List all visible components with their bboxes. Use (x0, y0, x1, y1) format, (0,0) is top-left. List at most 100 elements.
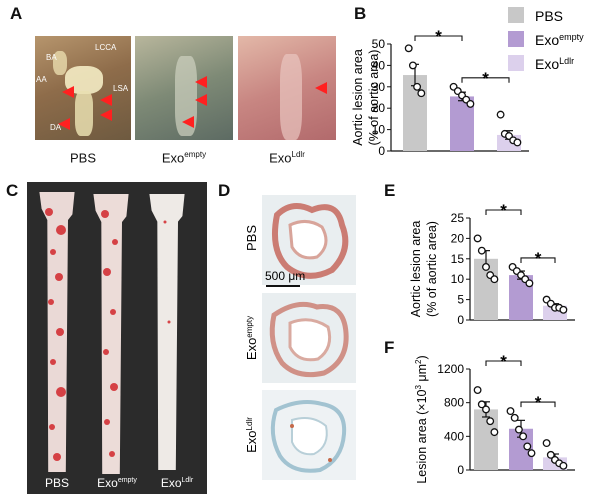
aorta-photo-exo-ldlr (238, 36, 336, 140)
red-arrow-icon (100, 109, 112, 121)
y-tick-label: 50 (372, 37, 386, 51)
data-point (490, 275, 499, 284)
histology-drawing (272, 203, 349, 279)
data-point (559, 461, 568, 470)
red-arrow-icon (62, 86, 74, 98)
significance-star: * (500, 201, 507, 220)
scale-bar-label: 500 μm (265, 269, 305, 283)
row-label-exo-ldlr: ExoLdlr (244, 417, 259, 453)
caption-c-exo-empty: Exoempty (87, 476, 147, 490)
red-arrow-icon (195, 94, 207, 106)
row-label-exo-empty: Exoempty (244, 316, 259, 360)
data-point (486, 417, 495, 426)
caption-a-exo-empty: Exoempty (161, 150, 207, 166)
en-face-aorta-photo (27, 182, 207, 494)
data-point (506, 407, 515, 416)
data-point (514, 425, 523, 434)
data-point (473, 386, 482, 394)
caption-c-exo-ldlr: ExoLdlr (147, 476, 207, 490)
y-tick-label: 20 (372, 101, 386, 115)
data-point (490, 428, 499, 437)
y-tick-label: 40 (372, 58, 386, 72)
data-point (473, 234, 482, 243)
panel-letter-a: A (10, 4, 23, 23)
y-tick-label: 10 (451, 272, 465, 286)
data-point (477, 246, 486, 255)
anatomy-label-da: DA (50, 123, 62, 132)
legend-item-exo-empty: Exoempty (508, 31, 584, 48)
y-axis-label: Aortic lesion area (409, 221, 423, 318)
anatomy-label-aa: AA (36, 75, 47, 84)
histology-section-exo-ldlr (262, 390, 356, 480)
red-arrow-icon (195, 76, 207, 88)
caption-a-exo-ldlr: ExoLdlr (269, 150, 305, 166)
red-arrow-icon (58, 118, 70, 130)
significance-star: * (500, 352, 507, 371)
data-point (482, 405, 490, 414)
significance-star: * (482, 69, 489, 88)
y-tick-label: 800 (444, 396, 464, 410)
data-point (513, 138, 522, 147)
y-tick-label: 0 (378, 144, 385, 158)
y-tick-label: 10 (372, 123, 386, 137)
row-label-pbs: PBS (244, 225, 259, 251)
significance-bracket (485, 209, 522, 215)
data-point (477, 400, 486, 409)
panel-letter-d: D (218, 181, 231, 200)
caption-c-pbs: PBS (27, 476, 87, 490)
data-point (542, 439, 551, 448)
data-point (519, 432, 528, 441)
significance-bracket (520, 257, 556, 263)
histology-section-pbs (262, 195, 356, 285)
legend-item-pbs: PBS (508, 7, 563, 24)
legend-swatch (508, 55, 524, 71)
significance-star: * (435, 27, 442, 46)
y-tick-label: 0 (457, 313, 464, 327)
legend-swatch (508, 7, 524, 23)
histology-drawing (269, 301, 349, 378)
legend-item-exo-ldlr: ExoLdlr (508, 55, 574, 72)
y-tick-label: 1200 (437, 362, 464, 376)
legend-label: ExoLdlr (535, 56, 574, 72)
y-axis-label: (% of aortic area) (367, 50, 381, 146)
data-point (404, 44, 413, 53)
caption-a-pbs: PBS (69, 150, 96, 166)
y-tick-label: 30 (372, 80, 386, 94)
data-point (559, 305, 568, 314)
anatomy-label-lcca: LCCA (95, 43, 117, 52)
panel-letter-c: C (6, 181, 19, 200)
significance-bracket (414, 35, 463, 41)
red-arrow-icon (315, 82, 327, 94)
y-tick-label: 15 (451, 252, 465, 266)
y-tick-label: 20 (451, 231, 465, 245)
data-point (510, 413, 519, 422)
significance-bracket (520, 401, 556, 408)
data-point (466, 99, 475, 108)
red-arrow-icon (100, 94, 112, 106)
legend-label: Exoempty (535, 32, 584, 48)
legend-swatch (508, 31, 524, 47)
y-axis-label: Aortic lesion area (351, 49, 365, 146)
data-point (482, 263, 490, 271)
lesion-spots (45, 208, 171, 461)
y-axis-label: Lesion area (×103 μm2) (414, 355, 429, 483)
y-tick-label: 0 (457, 463, 464, 477)
aorta-photo-pbs (35, 36, 131, 140)
anatomy-label-lsa: LSA (113, 84, 129, 93)
data-point (417, 89, 426, 98)
data-point (527, 449, 536, 458)
y-tick-label: 5 (457, 293, 464, 307)
histology-section-exo-empty (262, 293, 356, 383)
red-arrow-icon (182, 116, 194, 128)
data-point (413, 82, 422, 91)
data-point (496, 110, 505, 119)
data-point (525, 279, 534, 288)
y-axis-label: (% of aortic area) (425, 221, 439, 317)
panel-letter-e: E (384, 181, 396, 200)
data-point (546, 450, 555, 459)
